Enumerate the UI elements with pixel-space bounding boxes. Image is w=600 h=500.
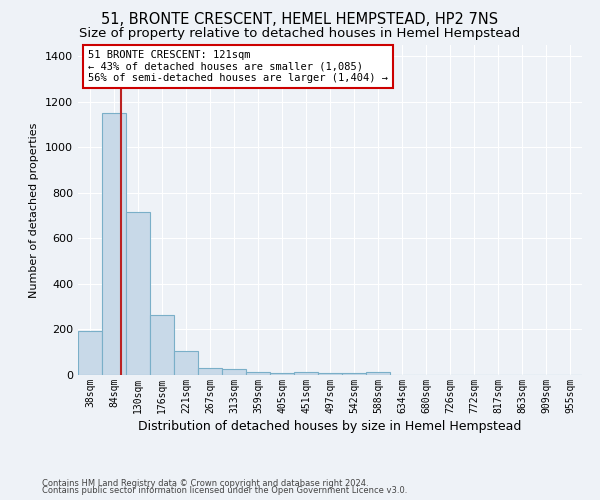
Bar: [366, 372, 390, 375]
Text: Contains public sector information licensed under the Open Government Licence v3: Contains public sector information licen…: [42, 486, 407, 495]
X-axis label: Distribution of detached houses by size in Hemel Hempstead: Distribution of detached houses by size …: [139, 420, 521, 433]
Bar: [126, 212, 150, 375]
Bar: [246, 372, 270, 375]
Bar: [222, 370, 246, 375]
Bar: [294, 372, 318, 375]
Bar: [102, 114, 126, 375]
Bar: [198, 368, 222, 375]
Bar: [78, 330, 102, 375]
Text: Size of property relative to detached houses in Hemel Hempstead: Size of property relative to detached ho…: [79, 28, 521, 40]
Bar: [342, 372, 366, 375]
Y-axis label: Number of detached properties: Number of detached properties: [29, 122, 40, 298]
Bar: [150, 314, 174, 375]
Bar: [270, 372, 294, 375]
Bar: [174, 351, 198, 375]
Text: 51, BRONTE CRESCENT, HEMEL HEMPSTEAD, HP2 7NS: 51, BRONTE CRESCENT, HEMEL HEMPSTEAD, HP…: [101, 12, 499, 28]
Text: Contains HM Land Registry data © Crown copyright and database right 2024.: Contains HM Land Registry data © Crown c…: [42, 478, 368, 488]
Bar: [318, 372, 342, 375]
Text: 51 BRONTE CRESCENT: 121sqm
← 43% of detached houses are smaller (1,085)
56% of s: 51 BRONTE CRESCENT: 121sqm ← 43% of deta…: [88, 50, 388, 83]
